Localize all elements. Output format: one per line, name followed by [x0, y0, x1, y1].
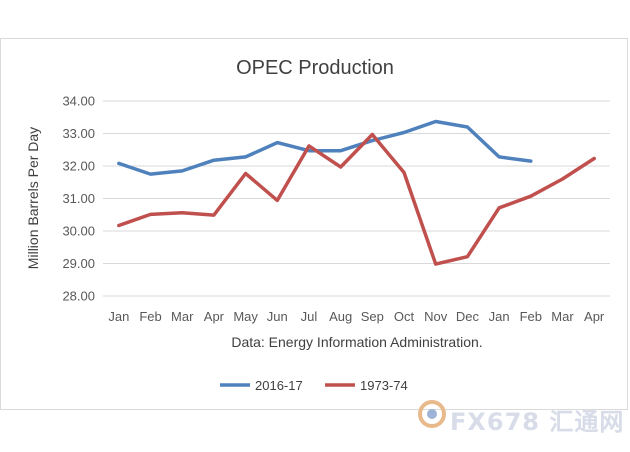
x-tick-label: Apr	[204, 309, 225, 324]
series-lines	[117, 119, 596, 266]
legend: 2016-17 1973-74	[220, 378, 408, 393]
x-tick-label: Jan	[489, 309, 510, 324]
x-tick-label: Feb	[520, 309, 542, 324]
y-tick-label: 31.00	[62, 191, 95, 206]
y-tick-labels: 34.00 33.00 32.00 31.00 30.00 29.00 28.00	[62, 94, 95, 304]
y-tick-label: 30.00	[62, 224, 95, 239]
fx678-logo-icon	[418, 400, 446, 428]
x-tick-label: Apr	[584, 309, 605, 324]
x-tick-label: Jul	[301, 309, 318, 324]
series-line-0	[117, 119, 533, 176]
y-tick-label: 32.00	[62, 159, 95, 174]
x-tick-label: Aug	[329, 309, 352, 324]
y-tick-label: 28.00	[62, 289, 95, 304]
x-tick-label: Mar	[171, 309, 194, 324]
x-tick-label: Sep	[361, 309, 384, 324]
x-axis-label: Data: Energy Information Administration.	[231, 334, 482, 350]
x-tick-label: Jun	[267, 309, 288, 324]
watermark: FX678 汇通网	[410, 396, 623, 436]
chart-title: OPEC Production	[236, 57, 394, 79]
x-tick-label: Mar	[551, 309, 574, 324]
gridlines	[103, 100, 610, 297]
x-tick-label: Dec	[456, 309, 480, 324]
y-tick-label: 33.00	[62, 126, 95, 141]
x-tick-label: Oct	[394, 309, 415, 324]
watermark-text: FX678 汇通网	[450, 408, 625, 436]
chart-frame	[0, 38, 628, 410]
x-tick-label: Jan	[108, 309, 129, 324]
legend-entry: 2016-17	[255, 378, 303, 393]
x-tick-label: Feb	[139, 309, 161, 324]
y-tick-label: 29.00	[62, 256, 95, 271]
y-axis-label: Million Barrels Per Day	[25, 127, 41, 269]
legend-entry: 1973-74	[360, 378, 408, 393]
x-tick-label: May	[233, 309, 258, 324]
x-tick-labels: Jan Feb Mar Apr May Jun Jul Aug Sep Oct Nov Dec Jan F…	[108, 309, 605, 324]
y-tick-label: 34.00	[62, 94, 95, 109]
series-line-1	[117, 132, 596, 266]
x-tick-label: Nov	[424, 309, 448, 324]
